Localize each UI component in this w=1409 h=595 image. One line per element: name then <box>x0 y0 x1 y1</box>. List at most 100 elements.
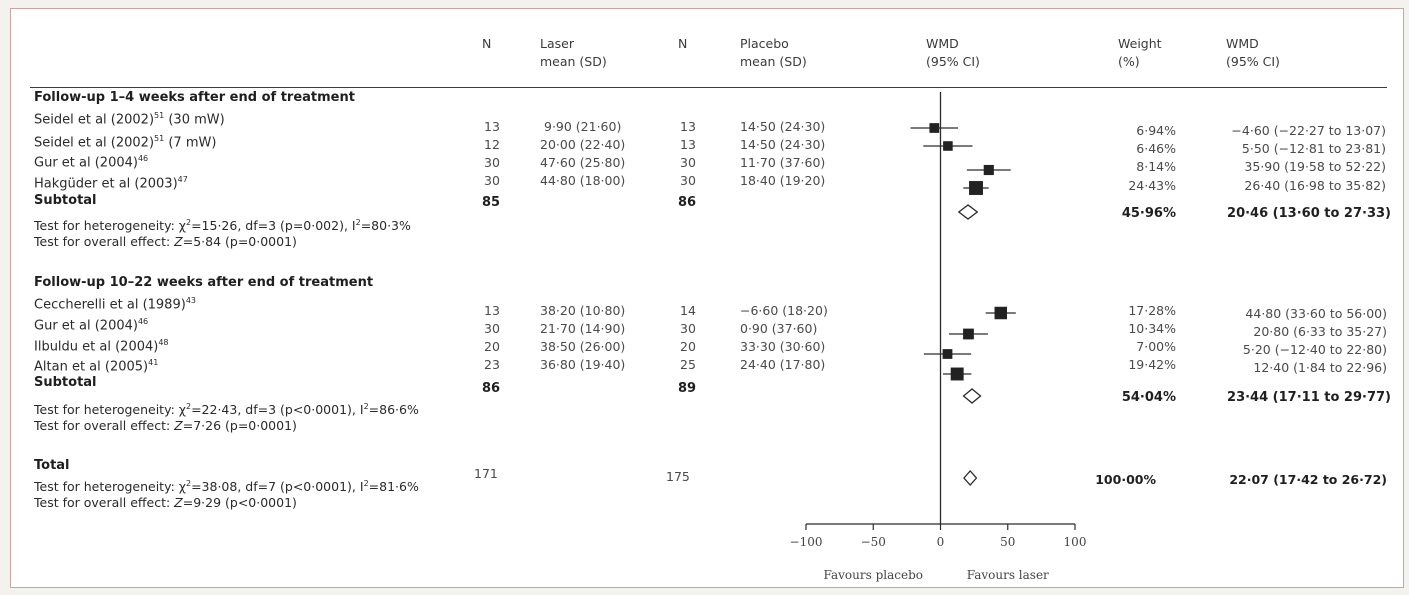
study-name: Ceccherelli et al (1989)43 <box>34 296 196 313</box>
group-title: Follow-up 1–4 weeks after end of treatme… <box>34 90 355 105</box>
laser-mean: 47·60 (25·80) <box>540 155 626 170</box>
header-wmd-plot-line2: (95% CI) <box>926 54 980 69</box>
laser-mean: 36·80 (19·40) <box>540 357 626 372</box>
header-weight-line2: (%) <box>1118 54 1140 69</box>
study-name: Hakgüder et al (2003)47 <box>34 175 188 192</box>
subtotal-placebo-n: 89 <box>678 381 697 396</box>
laser-mean: 38·50 (26·00) <box>540 339 626 354</box>
laser-n: 13 <box>484 119 500 134</box>
header-wmd-plot-line1: WMD <box>926 36 959 51</box>
wmd-ci-value: 5·50 (−12·81 to 23·81) <box>1241 141 1386 156</box>
laser-mean: 44·80 (18·00) <box>540 173 626 188</box>
subtotal-placebo-n: 86 <box>678 195 697 210</box>
overall-effect-test: Test for overall effect: Z=5·84 (p=0·000… <box>34 234 297 249</box>
summary-diamond <box>962 388 982 404</box>
placebo-n: 30 <box>680 173 696 188</box>
laser-n: 12 <box>484 137 500 152</box>
weight-value: 6·46% <box>1136 141 1176 156</box>
placebo-mean: 33·30 (30·60) <box>740 339 826 354</box>
study-point-square <box>943 141 953 151</box>
overall-effect-test: Test for overall effect: Z=9·29 (p<0·000… <box>34 495 297 510</box>
wmd-ci-value: 12·40 (1·84 to 22·96) <box>1253 360 1387 375</box>
header-weight-line1: Weight <box>1118 36 1162 51</box>
header-placebo-line2: mean (SD) <box>740 54 807 69</box>
total-weight: 100·00% <box>1095 472 1156 487</box>
subtotal-laser-n: 85 <box>482 195 501 210</box>
x-axis-tick-label: 100 <box>1064 535 1087 549</box>
placebo-n: 30 <box>680 321 696 336</box>
placebo-n: 25 <box>680 357 696 372</box>
subtotal-weight: 45·96% <box>1121 206 1176 221</box>
wmd-ci-value: −4·60 (−22·27 to 13·07) <box>1231 123 1386 138</box>
total-laser-n: 171 <box>474 466 498 481</box>
laser-mean: 38·20 (10·80) <box>540 303 626 318</box>
study-marks <box>910 123 1016 381</box>
placebo-n: 14 <box>680 303 696 318</box>
subtotal-weight: 54·04% <box>1121 390 1176 405</box>
study-point-square <box>929 123 940 133</box>
total-ci: 22·07 (17·42 to 26·72) <box>1229 472 1387 487</box>
summary-diamonds <box>957 204 982 486</box>
placebo-n: 13 <box>680 119 696 134</box>
wmd-ci-value: 26·40 (16·98 to 35·82) <box>1244 178 1386 193</box>
summary-diamond <box>957 204 979 220</box>
wmd-ci-value: 44·80 (33·60 to 56·00) <box>1245 306 1387 321</box>
study-point-square <box>963 328 974 340</box>
study-name: Ilbuldu et al (2004)48 <box>34 338 169 355</box>
header-placebo-line1: Placebo <box>740 36 789 51</box>
header-wmd-line1: WMD <box>1226 36 1259 51</box>
total-label: Total <box>34 458 70 473</box>
laser-n: 30 <box>484 321 500 336</box>
header-wmd-line2: (95% CI) <box>1226 54 1280 69</box>
weight-value: 24·43% <box>1128 178 1176 193</box>
subtotal-ci: 23·44 (17·11 to 29·77) <box>1227 390 1391 405</box>
study-name: Seidel et al (2002)51 (30 mW) <box>34 111 225 128</box>
placebo-mean: 0·90 (37·60) <box>740 321 818 336</box>
weight-value: 8·14% <box>1136 159 1176 174</box>
group-title: Follow-up 10–22 weeks after end of treat… <box>34 275 374 290</box>
x-axis-tick-label: 50 <box>1000 535 1015 549</box>
laser-mean: 9·90 (21·60) <box>544 119 622 134</box>
favours-placebo-label: Favours placebo <box>823 568 923 582</box>
weight-value: 7·00% <box>1136 339 1176 354</box>
overall-effect-test: Test for overall effect: Z=7·26 (p=0·000… <box>34 418 297 433</box>
laser-n: 13 <box>484 303 500 318</box>
total-placebo-n: 175 <box>666 469 690 484</box>
laser-n: 30 <box>484 173 500 188</box>
favours-laser-label: Favours laser <box>967 568 1049 582</box>
heterogeneity-test: Test for heterogeneity: χ2=22·43, df=3 (… <box>34 402 419 418</box>
wmd-ci-value: 35·90 (19·58 to 52·22) <box>1244 159 1386 174</box>
weight-value: 6·94% <box>1136 123 1176 138</box>
weight-value: 17·28% <box>1128 303 1176 318</box>
summary-diamond <box>963 470 978 486</box>
header-rule <box>30 87 1387 88</box>
placebo-mean: 14·50 (24·30) <box>740 137 826 152</box>
placebo-mean: 14·50 (24·30) <box>740 119 826 134</box>
placebo-mean: 11·70 (37·60) <box>740 155 826 170</box>
laser-mean: 21·70 (14·90) <box>540 321 626 336</box>
study-point-square <box>994 306 1007 320</box>
placebo-mean: 18·40 (19·20) <box>740 173 826 188</box>
study-point-square <box>950 367 964 381</box>
placebo-n: 13 <box>680 137 696 152</box>
x-axis: −100 −50 0 50 100 Favours placebo Favours lase… <box>790 523 1087 582</box>
study-name: Gur et al (2004)46 <box>34 317 149 334</box>
heterogeneity-test: Test for heterogeneity: χ2=38·08, df=7 (… <box>34 479 419 495</box>
subtotal-label: Subtotal <box>34 193 97 208</box>
x-axis-tick-label: −100 <box>790 535 823 549</box>
x-axis-tick-label: −50 <box>861 535 886 549</box>
placebo-n: 20 <box>680 339 696 354</box>
study-name: Altan et al (2005)41 <box>34 358 159 375</box>
header-n-laser: N <box>482 36 492 51</box>
study-point-square <box>969 181 983 195</box>
laser-n: 23 <box>484 357 500 372</box>
placebo-n: 30 <box>680 155 696 170</box>
study-point-square <box>983 164 994 176</box>
x-axis-tick-label: 0 <box>937 535 945 549</box>
study-name: Gur et al (2004)46 <box>34 154 149 171</box>
wmd-ci-value: 5·20 (−12·40 to 22·80) <box>1242 342 1387 357</box>
header-n-placebo: N <box>678 36 688 51</box>
header-laser-line2: mean (SD) <box>540 54 607 69</box>
subtotal-laser-n: 86 <box>482 381 501 396</box>
